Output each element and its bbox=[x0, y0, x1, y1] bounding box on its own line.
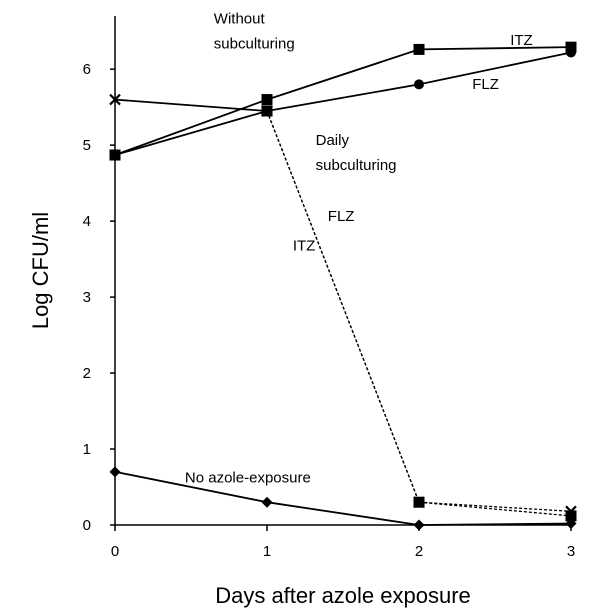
series-line bbox=[114, 51, 572, 156]
series-line bbox=[114, 470, 572, 526]
y-tick-label: 5 bbox=[83, 137, 91, 154]
series-line bbox=[266, 110, 572, 517]
diamond-marker bbox=[261, 496, 273, 508]
x-tick-label: 1 bbox=[263, 543, 271, 560]
square-marker bbox=[565, 510, 577, 522]
axes: 0 1 2 3 4 5 6 0 1 2 3 bbox=[83, 16, 575, 560]
y-tick-label: 3 bbox=[83, 289, 91, 306]
circle-marker bbox=[566, 47, 576, 58]
x-axis-title: Days after azole exposure bbox=[215, 583, 471, 608]
series-line bbox=[114, 98, 268, 112]
x-tick-label: 2 bbox=[415, 543, 423, 560]
annotation-label: FLZ bbox=[472, 76, 499, 93]
labels-layer: Without subculturing ITZ FLZ Daily subculturi… bbox=[185, 11, 533, 487]
series-line bbox=[114, 46, 572, 156]
series-layer bbox=[114, 46, 572, 526]
x-tick-label: 0 bbox=[111, 543, 119, 560]
y-tick-label: 1 bbox=[83, 441, 91, 458]
x-tick-label: 3 bbox=[567, 543, 575, 560]
y-axis-title: Log CFU/ml bbox=[28, 212, 53, 329]
annotation-label: ITZ bbox=[293, 238, 316, 255]
annotation-label: No azole-exposure bbox=[185, 469, 311, 486]
y-tick-label: 6 bbox=[83, 61, 91, 78]
diamond-marker bbox=[109, 466, 121, 478]
square-marker bbox=[565, 41, 577, 53]
star-marker bbox=[565, 505, 577, 518]
series-line bbox=[266, 110, 572, 512]
diamond-marker bbox=[565, 517, 577, 529]
star-marker bbox=[413, 496, 425, 508]
square-marker bbox=[413, 43, 425, 55]
star-marker bbox=[109, 93, 121, 106]
annotation-label: ITZ bbox=[510, 32, 533, 49]
markers-layer bbox=[109, 41, 577, 531]
y-tick-label: 2 bbox=[83, 365, 91, 382]
circle-marker bbox=[414, 79, 424, 90]
annotation-label: FLZ bbox=[328, 208, 355, 225]
y-tick-label: 0 bbox=[83, 517, 91, 534]
annotation-label: subculturing bbox=[214, 36, 295, 53]
star-marker bbox=[261, 105, 273, 117]
y-tick-label: 4 bbox=[83, 213, 91, 230]
annotation-label: subculturing bbox=[316, 157, 397, 174]
square-marker bbox=[261, 94, 273, 106]
diamond-marker bbox=[413, 519, 425, 531]
circle-marker bbox=[110, 150, 120, 161]
annotation-label: Without bbox=[214, 11, 266, 28]
annotation-label: Daily bbox=[316, 132, 350, 149]
